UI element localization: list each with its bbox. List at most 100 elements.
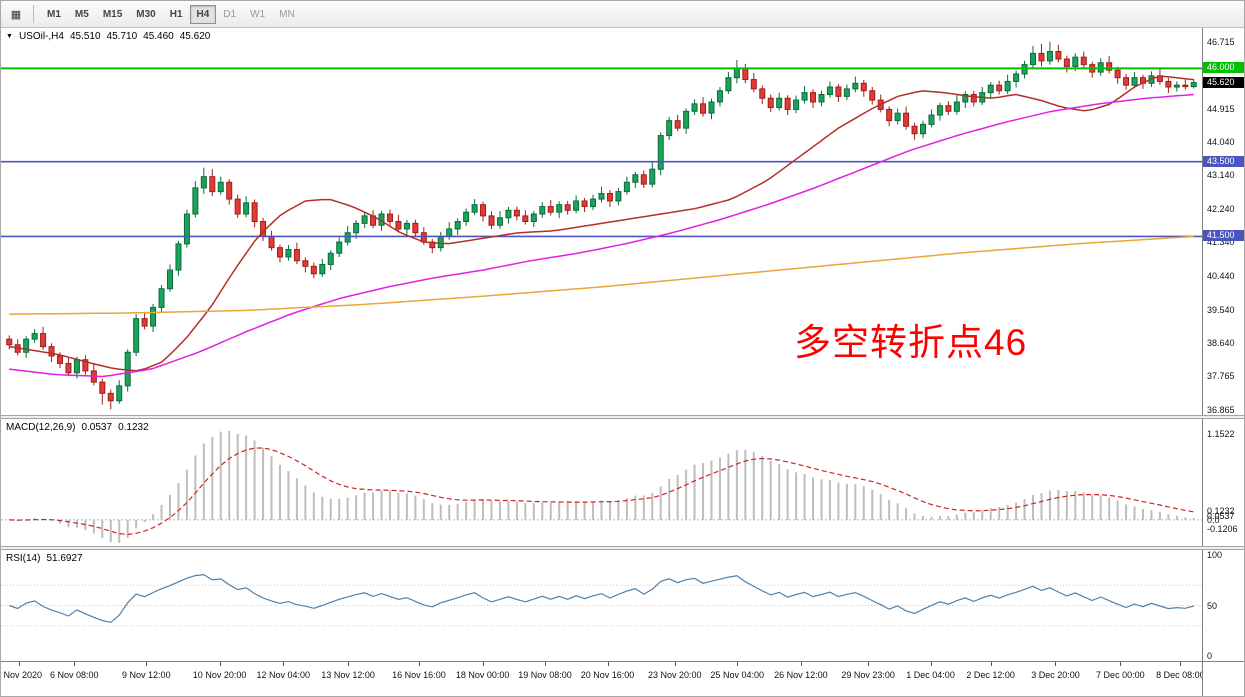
time-axis[interactable]: 5 Nov 2020 6 Nov 08:00 9 Nov 12:00 10 Nov 2… [1, 661, 1202, 696]
axis-corner [1202, 661, 1244, 696]
rsi-axis[interactable]: 100 50 0 [1202, 550, 1244, 661]
price-chart-canvas[interactable]: ▼ USOil-,H4 45.510 45.710 45.460 45.620 … [1, 28, 1202, 415]
time-label: 1 Dec 04:00 [906, 670, 955, 680]
time-tick [737, 662, 739, 666]
price-tick-label: 39.540 [1207, 304, 1235, 315]
macd-tick-label: 1.1522 [1207, 428, 1235, 439]
time-label: 5 Nov 2020 [1, 670, 43, 680]
timeframe-mn-button[interactable]: MN [272, 5, 302, 24]
time-label: 26 Nov 12:00 [774, 670, 828, 680]
time-label: 20 Nov 16:00 [580, 670, 635, 680]
time-tick [607, 662, 609, 666]
candlestick-chart[interactable] [1, 28, 1202, 415]
price-level-tag: 46.000 [1203, 62, 1244, 74]
macd-panel[interactable]: MACD(12,26,9) 0.0537 0.1232 [1, 419, 1202, 546]
time-label: 9 Nov 12:00 [122, 670, 171, 680]
price-level-tag: 43.500 [1203, 155, 1244, 167]
chart-legend: ▼ USOil-,H4 45.510 45.710 45.460 45.620 [6, 31, 210, 42]
price-tick-label: 43.140 [1207, 170, 1235, 181]
time-label: 8 Dec 08:00 [1156, 670, 1202, 680]
rsi-tick-label: 100 [1207, 550, 1223, 560]
time-tick [930, 662, 932, 666]
time-tick [74, 662, 76, 666]
time-label: 12 Nov 04:00 [256, 670, 311, 680]
price-tick-label: 44.915 [1207, 103, 1235, 114]
legend-symbol-timeframe: USOil-,H4 [18, 31, 64, 42]
timeframe-m5-button[interactable]: M5 [68, 5, 96, 24]
legend-close: 45.620 [179, 31, 211, 42]
time-tick [990, 662, 992, 666]
price-axis[interactable]: 46.715 44.915 44.040 43.140 42.240 41.340 40.4… [1202, 28, 1244, 415]
time-label: 16 Nov 16:00 [392, 670, 446, 680]
time-label: 3 Dec 20:00 [1031, 670, 1080, 680]
timeframe-button-group: M1 M5 M15 M30 H1 H4 D1 W1 MN [40, 4, 302, 24]
price-tick-label: 37.765 [1207, 370, 1235, 381]
rsi-title: RSI(14) [6, 553, 41, 564]
time-label: 6 Nov 08:00 [49, 670, 99, 680]
macd-tick-label: 0.1232 [1207, 505, 1235, 516]
rsi-tick-label: 0 [1207, 651, 1213, 661]
timeframe-h1-button[interactable]: H1 [163, 5, 190, 24]
timeframe-m1-button[interactable]: M1 [40, 5, 68, 24]
time-tick [146, 662, 148, 666]
price-tick-label: 46.715 [1207, 36, 1235, 47]
timeframe-w1-button[interactable]: W1 [243, 5, 272, 24]
macd-tick-label: 0.0 [1207, 514, 1220, 525]
time-tick [545, 662, 547, 666]
timeframe-m15-button[interactable]: M15 [96, 5, 129, 24]
chart-window: ▼ USOil-,H4 45.510 45.710 45.460 45.620 … [1, 28, 1244, 696]
timeframe-m30-button[interactable]: M30 [129, 5, 162, 24]
price-level-tag: 41.500 [1203, 230, 1244, 242]
macd-legend: MACD(12,26,9) 0.0537 0.1232 [6, 422, 149, 433]
symbol-dropdown-icon[interactable]: ▼ [6, 33, 13, 40]
timeframe-h4-button[interactable]: H4 [189, 5, 217, 24]
time-label: 19 Nov 08:00 [518, 670, 572, 680]
legend-low: 45.460 [143, 31, 174, 42]
time-tick [1055, 662, 1057, 666]
time-label: 18 Nov 00:00 [455, 670, 510, 680]
price-tick-label: 38.640 [1207, 338, 1235, 349]
time-label: 29 Nov 23:00 [841, 670, 895, 680]
time-tick [19, 662, 20, 666]
legend-high: 45.710 [106, 31, 138, 42]
price-tick-label: 42.240 [1207, 203, 1235, 214]
price-tick-label: 41.340 [1207, 237, 1235, 248]
macd-axis[interactable]: 1.1522 0.1232 0.0537 0.0 -0.1206 [1202, 419, 1244, 546]
rsi-legend: RSI(14) 51.6927 [6, 553, 83, 564]
current-price-tag: 45.620 [1203, 76, 1244, 88]
price-tick-label: 44.040 [1207, 136, 1235, 147]
panel-divider[interactable] [1, 546, 1244, 550]
rsi-chart[interactable] [1, 550, 1202, 661]
time-label: 7 Dec 00:00 [1096, 670, 1145, 680]
time-label: 23 Nov 20:00 [647, 670, 702, 680]
macd-value-main: 0.0537 [81, 422, 113, 433]
legend-open: 45.510 [69, 31, 101, 42]
time-tick [219, 662, 221, 666]
toolbar-separator [33, 5, 34, 23]
rsi-tick-label: 50 [1207, 600, 1218, 611]
panel-divider[interactable] [1, 415, 1244, 419]
time-tick [348, 662, 350, 666]
time-tick [868, 662, 870, 666]
time-label: 13 Nov 12:00 [321, 670, 375, 680]
macd-tick-label: -0.1206 [1207, 523, 1238, 534]
time-label: 25 Nov 04:00 [710, 670, 764, 680]
time-tick [800, 662, 802, 666]
annotation-text[interactable]: 多空转折点46 [794, 322, 1028, 363]
time-tick [482, 662, 484, 666]
time-tick [1180, 662, 1182, 666]
macd-chart[interactable] [1, 419, 1202, 546]
time-tick [283, 662, 285, 666]
timeframe-d1-button[interactable]: D1 [216, 5, 243, 24]
time-label: 10 Nov 20:00 [192, 670, 247, 680]
rsi-panel[interactable]: RSI(14) 51.6927 [1, 550, 1202, 661]
price-tick-label: 40.440 [1207, 271, 1235, 282]
macd-value-signal: 0.1232 [118, 422, 149, 433]
chart-tool-button[interactable]: ▦ [5, 4, 27, 24]
macd-tick-label: 0.0537 [1207, 510, 1235, 521]
price-tick-label: 36.865 [1207, 404, 1235, 415]
time-tick [418, 662, 420, 666]
macd-title: MACD(12,26,9) [6, 422, 76, 433]
